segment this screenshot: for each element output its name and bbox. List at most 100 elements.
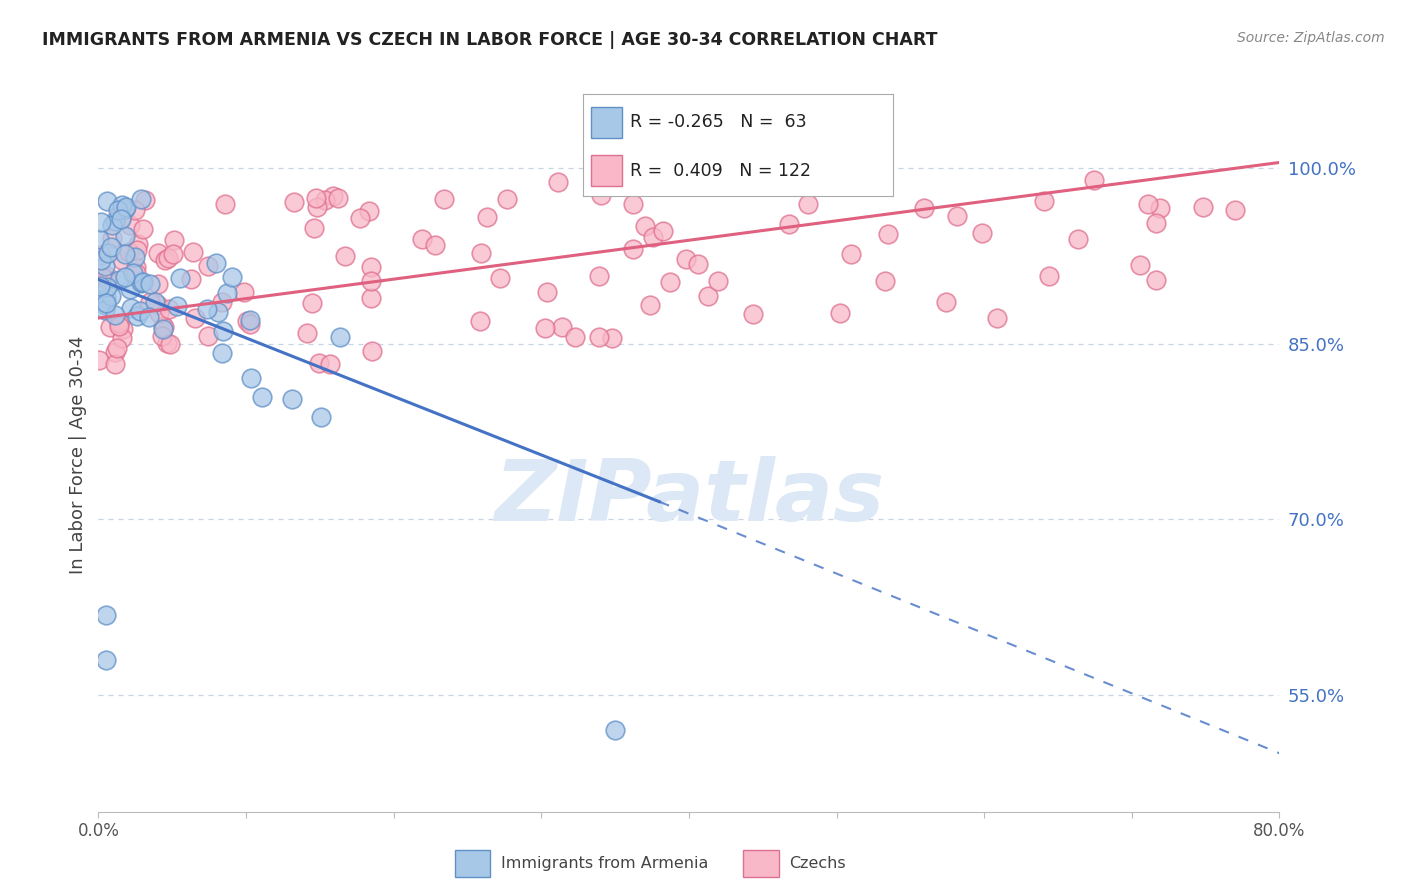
- Point: [349, 211, 371, 225]
- Point: [211, 324, 233, 338]
- Point: [100, 289, 122, 303]
- FancyBboxPatch shape: [744, 850, 779, 877]
- Point: [94, 653, 117, 667]
- Point: [94, 608, 117, 623]
- Point: [159, 336, 181, 351]
- Point: [634, 219, 657, 233]
- Text: Source: ZipAtlas.com: Source: ZipAtlas.com: [1237, 31, 1385, 45]
- Point: [139, 294, 162, 309]
- Point: [114, 269, 136, 284]
- Point: [641, 229, 664, 244]
- Point: [139, 277, 162, 291]
- Point: [129, 304, 152, 318]
- Point: [877, 227, 900, 241]
- Point: [496, 192, 519, 206]
- Y-axis label: In Labor Force | Age 30-34: In Labor Force | Age 30-34: [69, 335, 87, 574]
- Point: [301, 295, 323, 310]
- Point: [329, 330, 352, 344]
- Point: [605, 723, 627, 737]
- Point: [89, 232, 111, 246]
- Point: [551, 319, 574, 334]
- Point: [181, 244, 204, 259]
- Point: [120, 301, 142, 316]
- Point: [197, 329, 219, 343]
- Point: [588, 330, 610, 344]
- Point: [1038, 269, 1060, 284]
- Point: [211, 295, 233, 310]
- Point: [110, 211, 132, 226]
- Point: [470, 314, 492, 328]
- Point: [308, 356, 330, 370]
- Point: [114, 200, 136, 214]
- Point: [250, 390, 273, 404]
- Point: [93, 302, 115, 317]
- Point: [221, 270, 243, 285]
- Point: [547, 175, 569, 189]
- Text: ZIPatlas: ZIPatlas: [494, 456, 884, 540]
- Point: [108, 206, 131, 220]
- Point: [94, 298, 117, 312]
- Point: [152, 319, 174, 334]
- Point: [533, 321, 555, 335]
- Point: [986, 311, 1008, 326]
- Point: [239, 370, 262, 384]
- Point: [873, 274, 896, 288]
- FancyBboxPatch shape: [456, 850, 491, 877]
- Point: [281, 392, 304, 406]
- Point: [132, 275, 155, 289]
- Point: [124, 250, 146, 264]
- Point: [305, 200, 328, 214]
- Point: [87, 353, 110, 368]
- Point: [148, 306, 170, 320]
- Point: [90, 252, 112, 267]
- Point: [197, 259, 219, 273]
- Point: [239, 312, 262, 326]
- Point: [112, 322, 135, 336]
- Point: [797, 197, 820, 211]
- Point: [1067, 232, 1090, 246]
- FancyBboxPatch shape: [591, 107, 621, 137]
- Point: [157, 251, 180, 265]
- Point: [104, 308, 127, 322]
- Point: [146, 246, 169, 260]
- Point: [129, 276, 152, 290]
- Point: [152, 322, 174, 336]
- Point: [195, 302, 218, 317]
- Point: [108, 319, 131, 334]
- Point: [536, 285, 558, 299]
- Point: [94, 296, 117, 310]
- Point: [204, 256, 226, 270]
- Point: [1192, 200, 1215, 214]
- Point: [309, 409, 332, 424]
- Point: [1033, 194, 1056, 208]
- Point: [146, 298, 169, 312]
- Point: [659, 276, 682, 290]
- Point: [591, 187, 613, 202]
- Point: [1136, 197, 1159, 211]
- Point: [778, 217, 800, 231]
- Point: [433, 193, 456, 207]
- Point: [912, 201, 935, 215]
- Point: [707, 274, 730, 288]
- Point: [1144, 273, 1167, 287]
- Point: [96, 273, 118, 287]
- Text: R = -0.265   N =  63: R = -0.265 N = 63: [630, 113, 807, 131]
- Point: [314, 193, 336, 207]
- Point: [111, 198, 134, 212]
- Point: [98, 319, 121, 334]
- Point: [946, 209, 969, 223]
- Text: IMMIGRANTS FROM ARMENIA VS CZECH IN LABOR FORCE | AGE 30-34 CORRELATION CHART: IMMIGRANTS FROM ARMENIA VS CZECH IN LABO…: [42, 31, 938, 49]
- Point: [90, 215, 112, 229]
- Point: [153, 252, 176, 267]
- Point: [156, 335, 179, 350]
- Point: [111, 330, 134, 344]
- Point: [169, 271, 191, 285]
- Point: [131, 275, 153, 289]
- Point: [207, 305, 229, 319]
- Point: [143, 294, 166, 309]
- Point: [96, 194, 118, 209]
- Point: [129, 192, 152, 206]
- Point: [150, 328, 173, 343]
- Point: [105, 341, 128, 355]
- Point: [110, 211, 132, 226]
